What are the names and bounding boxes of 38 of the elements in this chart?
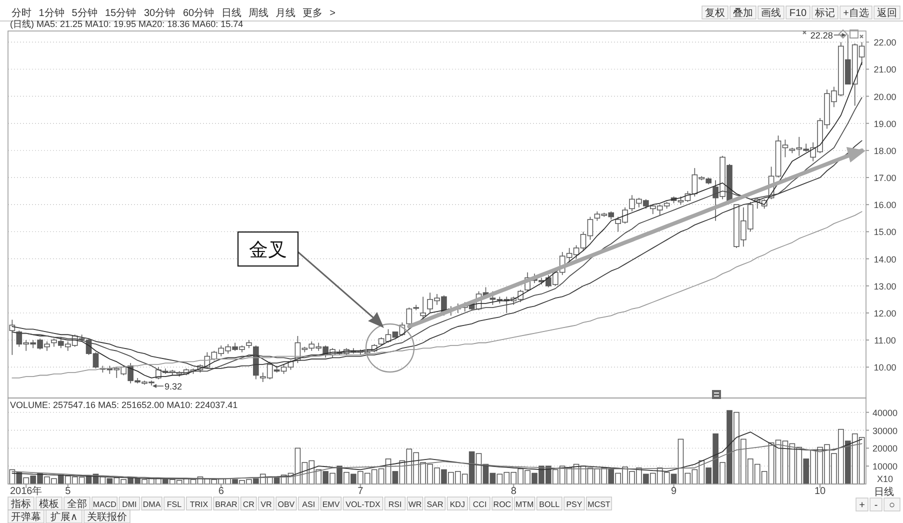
x-tick-label: 5: [65, 486, 72, 497]
y-tick-label: 20.00: [874, 92, 896, 102]
y-tick-label: 18.00: [874, 146, 896, 156]
y-tick-label: 14.00: [874, 254, 896, 264]
y-tick-label: 40000: [872, 408, 898, 418]
line-series: [12, 432, 862, 480]
text: 指标 模板 全部 MACD DMI DMA FSL TRIX BRAR CR VR OBV ASI EMV VOL-TDX RSI WR SAR KDJ CCI ROC MTM BOLL PSY MCST: [11, 499, 610, 510]
x-tick-label: 9: [671, 486, 678, 497]
text: 日线: [874, 486, 894, 498]
y-tick-label: 19.00: [874, 118, 896, 129]
text: X10: [876, 474, 894, 484]
y-tick-label: 22.00: [874, 38, 896, 48]
y-tick-label: 17.00: [874, 173, 896, 184]
line-series: [12, 443, 862, 480]
y-tick-label: 20000: [872, 444, 898, 454]
y-tick-label: 21.00: [874, 64, 896, 75]
chart-title: (日线) MA5: 21.25 MA10: 19.95 MA20: 18.36 MA60: 15.74: [10, 19, 244, 29]
text: 开弹幕 扩展∧ 关联报价: [11, 511, 127, 523]
annotation: 9.32: [164, 382, 182, 392]
y-tick-label: 10000: [872, 462, 898, 472]
text: 复权 叠加 画线 F10 标记 +自选 返回: [705, 7, 897, 19]
chart-title: VOLUME: 257547.16 MA5: 251652.00 MA10: 224037.41: [10, 400, 238, 410]
y-tick-label: 15.00: [874, 227, 896, 238]
x-tick-label: 7: [358, 486, 364, 497]
x-tick-label: 8: [510, 486, 517, 497]
y-tick-label: 30000: [872, 426, 898, 436]
annotation: 22.28: [810, 30, 833, 41]
text: 分时 1分钟 5分钟 15分钟 30分钟 60分钟 日线 周线 月线 更多 >: [12, 8, 336, 19]
annotation: 金叉: [249, 239, 287, 261]
text: + - ○: [859, 500, 896, 511]
x-tick-label: 2016年: [10, 485, 42, 497]
y-tick-label: 16.00: [874, 200, 896, 210]
x-tick-label: 10: [814, 486, 826, 497]
y-tick-label: 11.00: [874, 336, 896, 346]
x-tick-label: 6: [218, 486, 224, 497]
y-tick-label: 13.00: [874, 281, 896, 292]
y-tick-label: 10.00: [874, 362, 896, 373]
y-tick-label: 12.00: [874, 308, 896, 318]
